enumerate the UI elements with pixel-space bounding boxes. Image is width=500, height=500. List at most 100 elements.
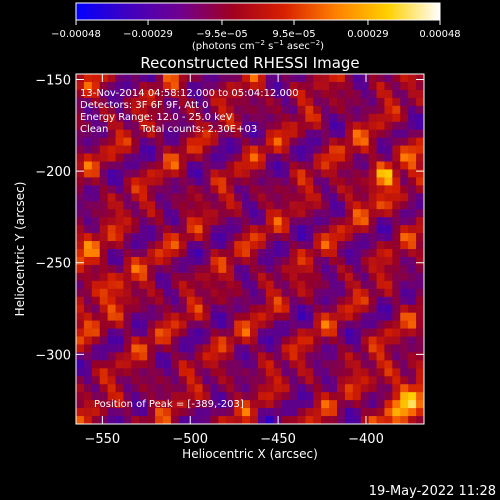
heatmap-cell	[297, 376, 306, 385]
heatmap-cell	[360, 320, 370, 330]
heatmap-cell	[376, 352, 385, 361]
heatmap-cell	[250, 256, 259, 266]
heatmap-cell	[344, 296, 354, 306]
heatmap-cell	[281, 352, 291, 361]
heatmap-cell	[281, 97, 291, 107]
heatmap-cell	[194, 74, 204, 83]
heatmap-cell	[297, 185, 306, 194]
heatmap-cell	[352, 320, 362, 330]
heatmap-cell	[400, 113, 409, 123]
heatmap-cell	[408, 97, 417, 107]
heatmap-cell	[170, 217, 180, 226]
heatmap-cell	[139, 328, 148, 337]
heatmap-cell	[344, 201, 354, 210]
heatmap-cell	[329, 360, 338, 369]
heatmap-cell	[352, 344, 362, 353]
heatmap-cell	[107, 312, 117, 322]
heatmap-cell	[210, 328, 219, 337]
heatmap-cell	[83, 280, 93, 290]
heatmap-cell	[360, 129, 370, 139]
heatmap-cell	[91, 129, 101, 139]
heatmap-cell	[265, 209, 275, 218]
heatmap-cell	[376, 408, 385, 417]
heatmap-cell	[265, 225, 275, 234]
heatmap-cell	[416, 296, 425, 306]
heatmap-cell	[400, 312, 409, 322]
heatmap-cell	[186, 153, 196, 162]
heatmap-cell	[107, 344, 117, 353]
heatmap-cell	[305, 416, 314, 425]
heatmap-cell	[226, 256, 235, 266]
heatmap-cell	[226, 185, 235, 194]
heatmap-cell	[99, 376, 109, 385]
heatmap-cell	[115, 97, 124, 107]
heatmap-cell	[408, 169, 417, 178]
heatmap-cell	[273, 296, 283, 306]
heatmap-cell	[321, 344, 330, 353]
heatmap-cell	[250, 336, 259, 345]
heatmap-cell	[376, 233, 385, 242]
heatmap-cell	[408, 89, 417, 99]
heatmap-cell	[147, 74, 156, 83]
heatmap-cell	[131, 392, 140, 401]
heatmap-cell	[139, 225, 148, 234]
heatmap-cell	[400, 153, 409, 162]
heatmap-cell	[76, 89, 85, 99]
heatmap-cell	[281, 233, 291, 242]
heatmap-cell	[329, 105, 338, 115]
heatmap-cell	[99, 145, 109, 155]
heatmap-cell	[368, 376, 378, 385]
heatmap-cell	[76, 217, 85, 226]
heatmap-cell	[273, 376, 283, 385]
heatmap-cell	[305, 201, 314, 210]
heatmap-cell	[392, 97, 401, 107]
heatmap-cell	[408, 344, 417, 353]
heatmap-cell	[218, 264, 227, 274]
heatmap-cell	[250, 121, 259, 131]
heatmap-cell	[329, 352, 338, 361]
heatmap-cell	[297, 193, 306, 202]
heatmap-cell	[305, 145, 314, 155]
heatmap-cell	[368, 74, 378, 83]
heatmap-cell	[344, 352, 354, 361]
heatmap-cell	[155, 129, 164, 139]
heatmap-cell	[155, 169, 164, 178]
heatmap-cell	[376, 376, 385, 385]
heatmap-cell	[139, 368, 148, 377]
heatmap-cell	[242, 74, 251, 83]
heatmap-cell	[115, 304, 124, 314]
heatmap-cell	[163, 416, 172, 425]
heatmap-cell	[202, 241, 211, 250]
heatmap-cell	[384, 256, 393, 266]
heatmap-cell	[147, 113, 156, 123]
heatmap-cell	[218, 344, 227, 353]
heatmap-cell	[289, 376, 298, 385]
heatmap-cell	[408, 264, 417, 274]
heatmap-cell	[305, 233, 314, 242]
heatmap-cell	[392, 74, 401, 83]
heatmap-cell	[384, 352, 393, 361]
heatmap-cell	[281, 416, 291, 425]
heatmap-cell	[155, 320, 164, 330]
heatmap-cell	[265, 384, 275, 393]
heatmap-cell	[147, 264, 156, 274]
heatmap-cell	[186, 121, 196, 131]
heatmap-cell	[226, 74, 235, 83]
heatmap-cell	[186, 256, 196, 266]
heatmap-cell	[329, 256, 338, 266]
heatmap-cell	[107, 217, 117, 226]
heatmap-cell	[139, 129, 148, 139]
heatmap-cell	[83, 336, 93, 345]
heatmap-cell	[352, 161, 362, 170]
heatmap-cell	[265, 81, 275, 91]
heatmap-cell	[337, 193, 346, 202]
heatmap-cell	[234, 81, 243, 91]
heatmap-cell	[400, 288, 409, 298]
heatmap-cell	[281, 121, 291, 131]
heatmap-cell	[297, 336, 306, 345]
heatmap-cell	[273, 400, 283, 409]
heatmap-cell	[384, 280, 393, 290]
heatmap-cell	[91, 288, 101, 298]
heatmap-cell	[313, 145, 322, 155]
heatmap-cell	[170, 185, 180, 194]
